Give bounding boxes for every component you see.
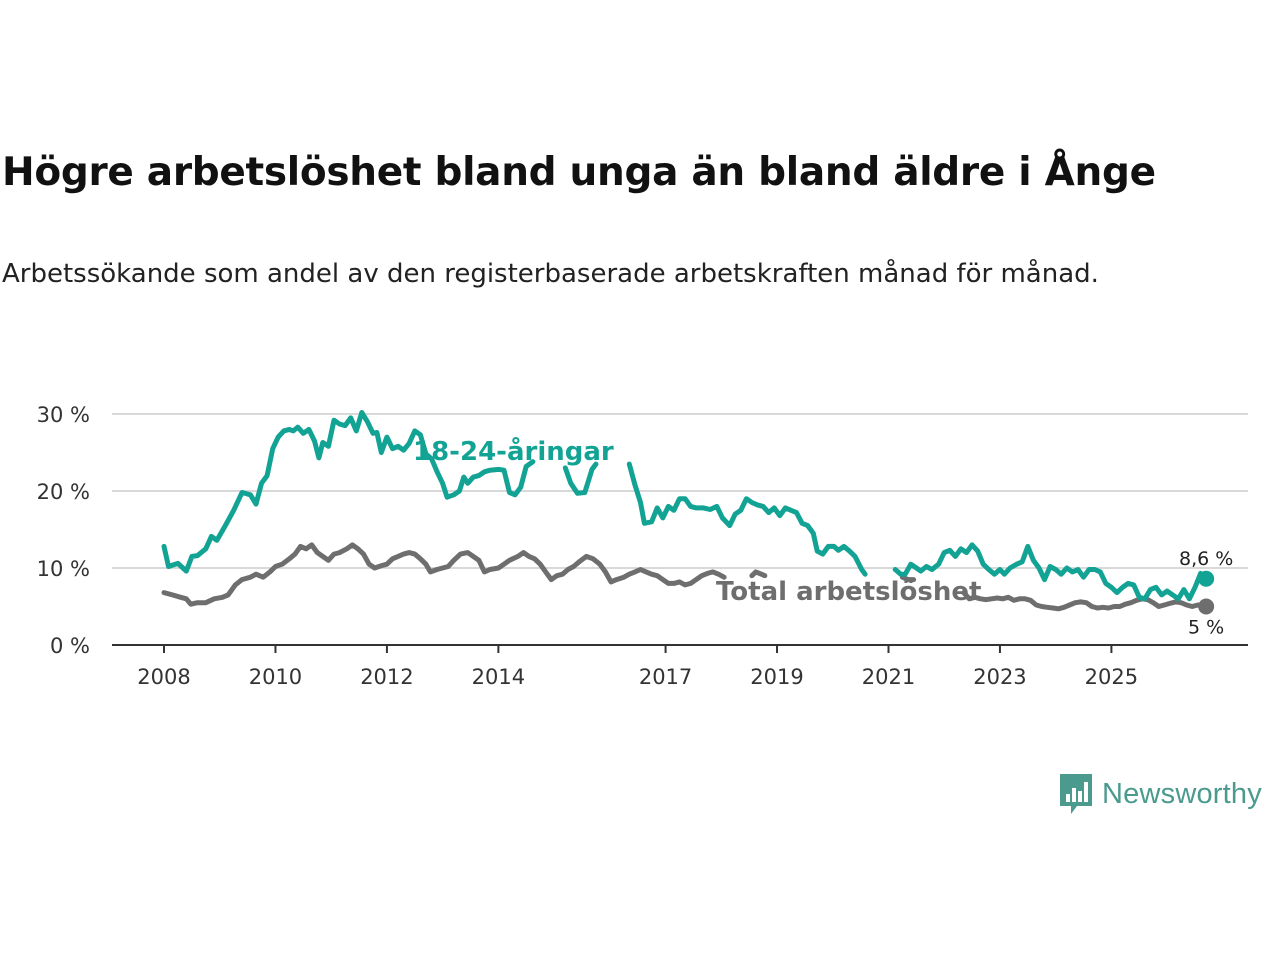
x-tick-label: 2012 [360, 665, 413, 689]
newsworthy-logo-icon [1060, 774, 1092, 814]
x-tick-label: 2021 [862, 665, 915, 689]
series-labels: 18-24-åringar Total arbetslöshet 8,6 % 5 % [413, 435, 1233, 639]
x-tick-label: 2023 [973, 665, 1026, 689]
y-tick-label: 10 % [37, 557, 90, 581]
x-tick-label: 2025 [1085, 665, 1138, 689]
chart-subtitle: Arbetssökande som andel av den registerb… [2, 259, 1099, 289]
y-tick-label: 0 % [50, 634, 90, 658]
x-tick-label: 2014 [472, 665, 525, 689]
x-tick-label: 2019 [750, 665, 803, 689]
end-point-1 [1198, 598, 1215, 615]
x-axis-ticks: 2008 2010 2012 2014 2017 2019 2021 2023 2025 [137, 645, 1138, 689]
series-label-youth: 18-24-åringar [413, 435, 614, 467]
brand-name: Newsworthy [1102, 777, 1262, 810]
y-tick-label: 20 % [37, 480, 90, 504]
end-point-0 [1198, 570, 1215, 587]
x-tick-label: 2010 [249, 665, 302, 689]
brand-logo[interactable]: Newsworthy [1058, 772, 1262, 816]
grid-lines [112, 413, 1248, 569]
x-tick-label: 2008 [137, 665, 190, 689]
x-tick-label: 2017 [639, 665, 692, 689]
line-chart: 0 % 10 % 20 % 30 % 2008 2010 2012 2014 2017 2019… [37, 403, 1248, 689]
series-label-total: Total arbetslöshet [716, 577, 981, 607]
y-tick-label: 30 % [37, 403, 90, 427]
series-lines [161, 410, 1215, 615]
chart-title: Högre arbetslöshet bland unga än bland ä… [2, 150, 1156, 195]
series-line-1 [161, 542, 1209, 612]
end-label-total: 5 % [1188, 617, 1224, 639]
y-axis-ticks: 0 % 10 % 20 % 30 % [37, 403, 90, 658]
end-label-youth: 8,6 % [1179, 548, 1233, 570]
series-line-0 [161, 410, 1209, 602]
